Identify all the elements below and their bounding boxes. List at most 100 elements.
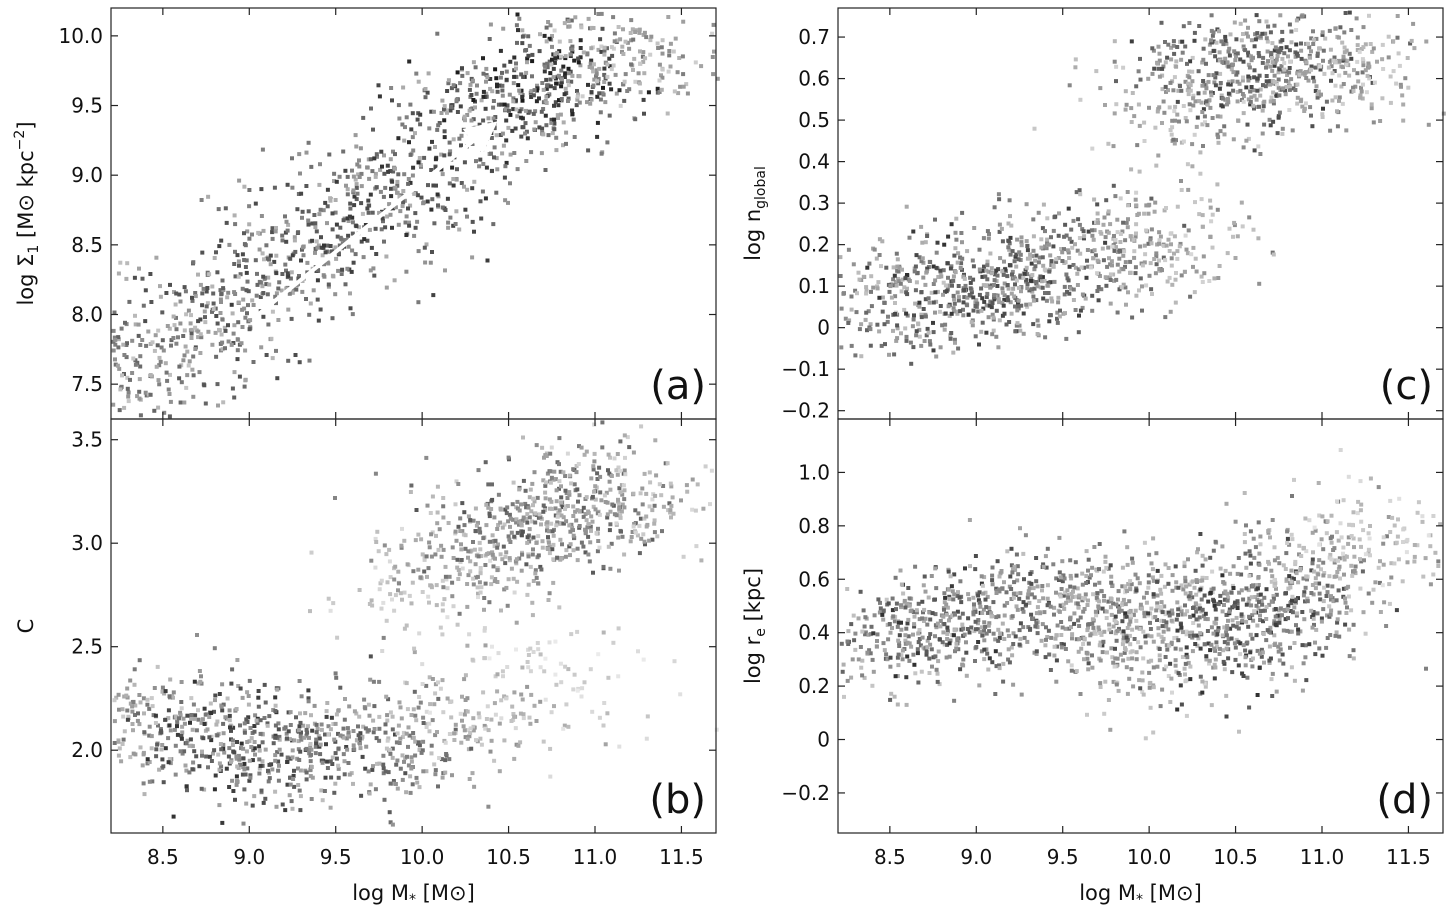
density-cell — [571, 528, 575, 533]
density-cell — [248, 775, 253, 780]
density-cell — [393, 782, 398, 786]
density-cell — [388, 157, 393, 162]
density-cell — [193, 294, 198, 299]
x-tick-label: 8.5 — [147, 845, 179, 869]
density-cell — [505, 505, 510, 510]
density-cell — [401, 200, 406, 205]
density-cell — [1169, 263, 1174, 268]
density-cell — [245, 279, 250, 284]
density-cell — [478, 157, 483, 162]
density-cell — [534, 443, 539, 448]
density-cell — [267, 714, 272, 719]
density-cell — [383, 185, 388, 190]
density-cell — [190, 727, 195, 732]
density-cell — [1034, 280, 1039, 284]
density-cell — [588, 61, 593, 66]
density-cell — [541, 132, 546, 137]
density-cell — [607, 56, 612, 61]
density-cell — [1335, 124, 1340, 129]
density-cell — [221, 286, 226, 291]
density-cell — [194, 728, 199, 733]
density-cell — [1190, 164, 1195, 169]
density-cell — [657, 62, 662, 67]
density-cell — [1169, 132, 1174, 137]
density-cell — [1132, 255, 1137, 260]
density-cell — [235, 658, 240, 662]
density-cell — [1144, 283, 1149, 288]
density-cell — [952, 301, 957, 306]
density-cell — [571, 514, 576, 518]
density-cell — [1287, 87, 1292, 92]
density-cell — [953, 649, 957, 654]
density-cell — [449, 715, 454, 720]
density-cell — [542, 62, 547, 67]
density-cell — [479, 98, 484, 103]
density-cell — [1196, 91, 1201, 96]
density-cell — [1128, 234, 1133, 239]
density-cell — [644, 514, 649, 519]
density-cell — [632, 522, 637, 526]
density-cell — [1246, 53, 1251, 58]
density-cell — [608, 64, 613, 69]
density-cell — [668, 508, 673, 513]
density-cell — [380, 216, 385, 221]
x-tick-label: 9.0 — [233, 845, 265, 869]
density-cell — [1295, 51, 1299, 56]
density-cell — [526, 665, 531, 670]
density-cell — [299, 258, 303, 263]
density-cell — [549, 62, 554, 67]
density-cell — [551, 580, 556, 585]
density-cell — [297, 360, 302, 365]
density-cell — [890, 608, 895, 613]
density-cell — [447, 152, 452, 157]
density-cell — [1025, 304, 1030, 309]
density-cell — [1067, 256, 1072, 260]
density-cell — [257, 771, 262, 776]
density-cell — [483, 106, 488, 111]
density-cell — [1175, 256, 1180, 261]
density-cell — [423, 260, 428, 265]
density-cell — [1095, 211, 1100, 216]
density-cell — [690, 477, 695, 482]
density-cell — [589, 528, 593, 533]
density-cell — [936, 275, 941, 279]
density-cell — [1146, 241, 1151, 246]
density-cell — [652, 518, 657, 523]
density-cell — [408, 774, 413, 779]
density-cell — [468, 549, 473, 554]
density-cell — [919, 290, 924, 295]
density-cell — [399, 543, 404, 548]
density-cell — [570, 47, 575, 52]
density-cell — [919, 669, 924, 674]
density-cell — [219, 704, 224, 709]
density-cell — [1252, 44, 1257, 49]
density-cell — [146, 329, 151, 334]
density-cell — [1201, 57, 1206, 62]
density-cell — [919, 315, 924, 320]
density-cell — [1191, 245, 1196, 250]
density-cell — [354, 711, 359, 716]
density-cell — [564, 130, 569, 135]
density-cell — [357, 158, 361, 163]
density-cell — [566, 19, 571, 24]
density-cell — [960, 256, 965, 261]
density-cell — [128, 755, 133, 760]
density-cell — [597, 545, 602, 550]
density-cell — [1172, 75, 1177, 80]
density-cell — [532, 88, 537, 93]
density-cell — [970, 258, 975, 263]
density-cell — [133, 358, 138, 363]
density-cell — [586, 534, 591, 539]
density-cell — [1282, 61, 1287, 66]
density-cell — [677, 56, 682, 60]
density-cell — [988, 285, 993, 290]
density-cell — [371, 730, 376, 735]
density-cell — [577, 444, 581, 449]
density-cell — [558, 112, 563, 117]
density-cell — [928, 632, 933, 637]
density-cell — [322, 243, 326, 248]
density-cell — [200, 753, 204, 758]
density-cell — [970, 323, 975, 328]
density-cell — [337, 174, 342, 179]
density-cell — [313, 221, 318, 226]
